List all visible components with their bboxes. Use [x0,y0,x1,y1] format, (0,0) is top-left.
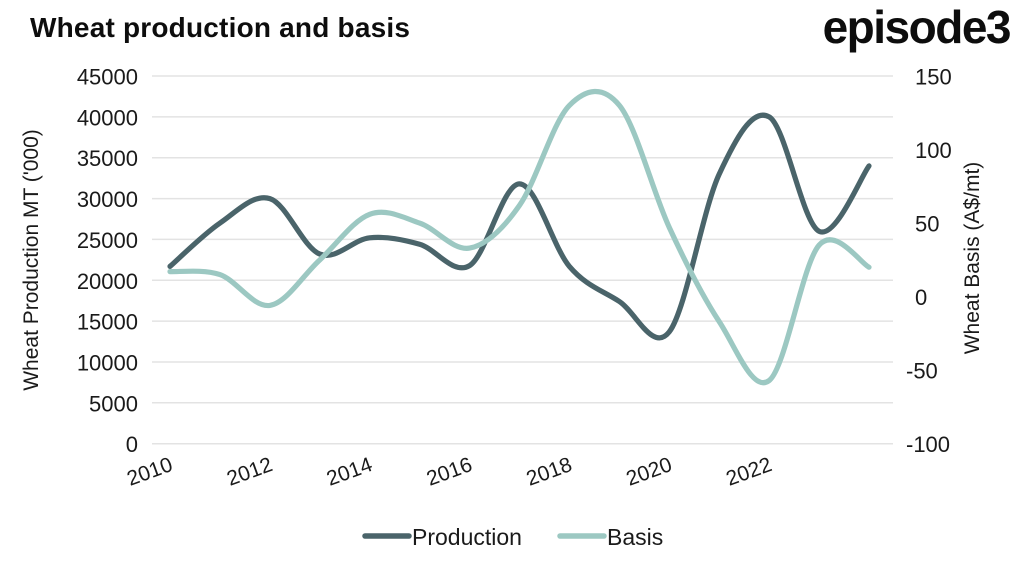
x-axis-tick-label: 2012 [224,453,276,491]
right-axis-tick-label: 50 [915,212,939,237]
brand-logo: episode3 [822,1,1012,53]
series-lines [167,88,872,386]
production-line [167,112,872,341]
chart-title: Wheat production and basis [30,12,411,43]
right-axis-tick-label: 0 [915,285,927,310]
right-axis-tick-label: -50 [906,359,938,384]
x-axis-tick-label: 2010 [124,453,176,491]
left-axis-tick-label: 15000 [77,310,138,335]
x-axis-ticks: 2010 2012 2014 2016 2018 2020 2022 [124,453,775,491]
x-axis-tick-label: 2014 [324,453,376,491]
x-axis-tick-label: 2018 [523,453,575,491]
legend-item-basis: Basis [557,524,663,550]
right-axis-title: Wheat Basis (A$/mt) [961,162,984,355]
left-axis-tick-label: 20000 [77,269,138,294]
x-axis-tick-label: 2016 [424,453,476,491]
basis-line [167,88,872,386]
left-axis-tick-label: 45000 [77,65,138,90]
legend-item-production: Production [362,524,522,550]
legend-label-basis: Basis [607,524,663,550]
right-axis-tick-label: 100 [915,138,952,163]
right-axis-tick-label: -100 [906,432,950,457]
left-axis-tick-label: 5000 [89,391,138,416]
left-axis-tick-label: 40000 [77,105,138,130]
left-axis-ticks: 0 5000 10000 15000 20000 25000 30000 35000 40000… [77,65,138,458]
left-axis-tick-label: 25000 [77,228,138,253]
legend-label-production: Production [412,524,522,550]
left-axis-tick-label: 10000 [77,350,138,375]
left-axis-tick-label: 30000 [77,187,138,212]
gridlines [152,75,893,445]
x-axis-tick-label: 2020 [623,453,675,491]
x-axis-tick-label: 2022 [723,453,775,491]
legend: Production Basis [362,524,663,550]
right-axis-ticks: -100 -50 0 50 100 150 [906,65,952,458]
left-axis-tick-label: 35000 [77,146,138,171]
right-axis-tick-label: 150 [915,65,952,90]
left-axis-title: Wheat Production MT ('000) [20,129,43,391]
left-axis-tick-label: 0 [126,432,138,457]
